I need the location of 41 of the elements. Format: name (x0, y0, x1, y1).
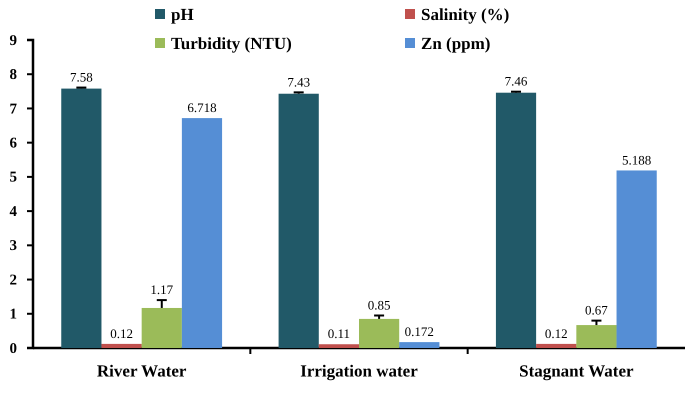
bar (142, 308, 182, 348)
bar (399, 342, 440, 348)
y-tick-label: 6 (10, 135, 18, 152)
data-label: 7.46 (504, 74, 528, 89)
legend-label: Zn (ppm) (421, 34, 490, 53)
y-tick-label: 3 (10, 238, 17, 254)
y-tick-label: 4 (10, 204, 18, 220)
y-tick-label: 5 (10, 170, 17, 186)
data-label: 0.85 (368, 297, 390, 312)
bar (359, 318, 400, 348)
data-label: 0.12 (544, 326, 568, 341)
bar (182, 118, 222, 348)
x-tick-label: Irrigation water (300, 362, 418, 380)
bar (278, 94, 319, 348)
y-tick-label: 1 (10, 306, 17, 323)
x-tick-label: Stagnant Water (519, 362, 634, 380)
data-label: 0.67 (585, 302, 608, 318)
bar (318, 344, 359, 348)
bar (536, 344, 576, 348)
y-tick-label: 7 (10, 101, 18, 118)
y-tick-label: 8 (10, 67, 17, 84)
legend-label: Salinity (%) (421, 5, 510, 24)
y-tick-label: 0 (10, 340, 17, 357)
bar (101, 344, 142, 348)
x-tick-label: River Water (96, 362, 187, 380)
data-label: 5.188 (622, 152, 652, 168)
data-label: 1.17 (150, 282, 174, 298)
bar (576, 325, 617, 348)
data-label: 7.43 (287, 74, 310, 90)
data-label: 7.58 (70, 70, 93, 85)
data-label: 0.11 (328, 326, 350, 342)
data-label: 6.718 (187, 100, 217, 116)
data-label: 0.12 (110, 326, 133, 341)
y-tick-label: 2 (10, 272, 17, 288)
y-tick-label: 9 (10, 32, 17, 49)
legend-label: Turbidity (NTU) (171, 34, 292, 53)
data-label: 0.172 (404, 324, 434, 340)
legend-label: pH (171, 5, 194, 24)
bar (616, 170, 657, 348)
bar (496, 92, 536, 348)
bar (61, 88, 102, 348)
